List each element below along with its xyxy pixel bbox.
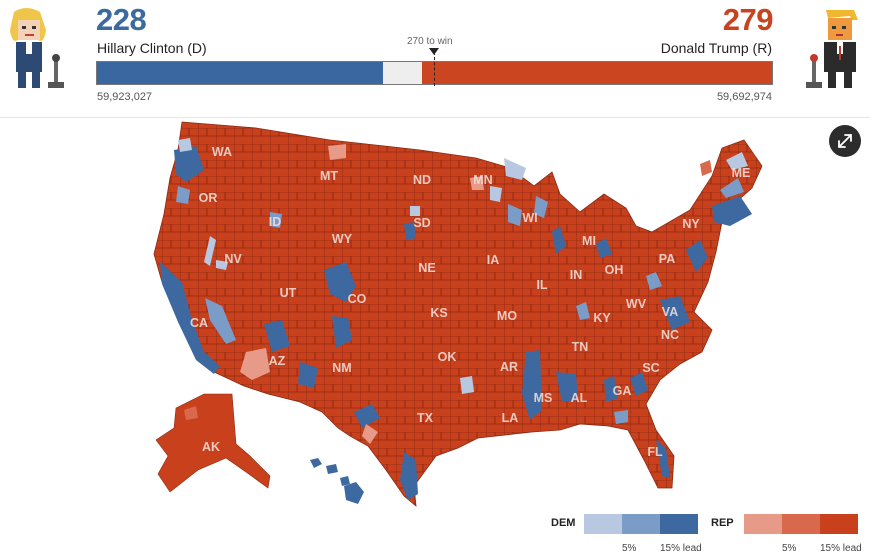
state-label-ar: AR bbox=[500, 360, 518, 374]
clinton-avatar-icon bbox=[10, 8, 64, 88]
dem-electoral-votes: 228 bbox=[96, 2, 147, 37]
rep-legend-swatch-dark bbox=[820, 514, 858, 534]
state-label-pa: PA bbox=[659, 252, 675, 266]
rep-electoral-votes: 279 bbox=[722, 2, 774, 37]
state-label-ak: AK bbox=[202, 440, 220, 454]
hawaii bbox=[310, 458, 364, 504]
state-label-la: LA bbox=[502, 411, 519, 425]
state-label-ne: NE bbox=[418, 261, 435, 275]
expand-arrows-icon bbox=[838, 134, 852, 148]
rep-legend-tick-5: 5% bbox=[782, 543, 797, 554]
state-label-wv: WV bbox=[626, 297, 647, 311]
state-label-nc: NC bbox=[661, 328, 679, 342]
threshold-label: 270 to win bbox=[407, 36, 453, 47]
dem-legend-tick-5: 5% bbox=[622, 543, 637, 554]
rep-popular-votes: 59,692,974 bbox=[716, 91, 772, 103]
state-label-wi: WI bbox=[522, 211, 537, 225]
dem-candidate-name: Hillary Clinton (D) bbox=[97, 40, 207, 56]
contiguous-us bbox=[153, 121, 763, 507]
dem-legend-swatch-light bbox=[584, 514, 622, 534]
state-label-ok: OK bbox=[438, 350, 457, 364]
state-label-mt: MT bbox=[320, 169, 338, 183]
state-label-ny: NY bbox=[682, 217, 700, 231]
state-label-me: ME bbox=[732, 166, 751, 180]
state-label-az: AZ bbox=[269, 354, 286, 368]
state-label-or: OR bbox=[199, 191, 218, 205]
state-label-nd: ND bbox=[413, 173, 431, 187]
dem-progress-fill bbox=[97, 62, 383, 84]
alaska bbox=[155, 393, 271, 493]
light-rep-counties bbox=[240, 144, 712, 444]
state-label-wy: WY bbox=[332, 232, 353, 246]
state-labels: WA OR CA NV ID MT WY UT AZ CO NM ND SD N… bbox=[190, 145, 750, 498]
state-label-hi: HI bbox=[300, 484, 313, 498]
state-label-ga: GA bbox=[613, 384, 632, 398]
state-label-ky: KY bbox=[593, 311, 611, 325]
state-label-ca: CA bbox=[190, 316, 208, 330]
dem-legend-tick-15: 15% lead bbox=[660, 543, 702, 554]
state-label-fl: FL bbox=[647, 445, 663, 459]
state-label-va: VA bbox=[662, 305, 678, 319]
state-label-oh: OH bbox=[605, 263, 624, 277]
state-label-wa: WA bbox=[212, 145, 232, 159]
state-label-nv: NV bbox=[224, 252, 242, 266]
dem-legend-title: DEM bbox=[551, 517, 576, 529]
results-header: 228 Hillary Clinton (D) 279 Donald Trump… bbox=[0, 0, 870, 118]
trump-avatar-icon bbox=[806, 10, 858, 88]
rep-legend-title: REP bbox=[711, 517, 734, 529]
state-label-ia: IA bbox=[487, 253, 500, 267]
state-label-nm: NM bbox=[332, 361, 351, 375]
state-label-mn: MN bbox=[473, 173, 492, 187]
state-label-in: IN bbox=[570, 268, 583, 282]
state-label-ut: UT bbox=[280, 286, 297, 300]
rep-candidate-name: Donald Trump (R) bbox=[660, 40, 772, 56]
state-label-id: ID bbox=[269, 215, 282, 229]
dem-popular-votes: 59,923,027 bbox=[97, 91, 153, 103]
header-divider bbox=[0, 117, 870, 118]
state-label-al: AL bbox=[571, 391, 588, 405]
state-label-mo: MO bbox=[497, 309, 517, 323]
state-label-ks: KS bbox=[430, 306, 447, 320]
rep-legend-swatch-light bbox=[744, 514, 782, 534]
county-results-map[interactable]: WA OR CA NV ID MT WY UT AZ CO NM ND SD N… bbox=[0, 118, 870, 559]
state-label-mi: MI bbox=[582, 234, 596, 248]
threshold-marker-line bbox=[434, 52, 435, 86]
state-label-tx: TX bbox=[417, 411, 434, 425]
state-label-tn: TN bbox=[572, 340, 589, 354]
dem-counties bbox=[160, 138, 752, 500]
rep-legend-tick-15: 15% lead bbox=[820, 543, 862, 554]
state-label-sc: SC bbox=[642, 361, 659, 375]
state-label-sd: SD bbox=[413, 216, 430, 230]
dem-legend-swatch-dark bbox=[660, 514, 698, 534]
threshold-marker-arrow-icon bbox=[429, 48, 439, 55]
rep-progress-fill bbox=[422, 62, 772, 84]
state-label-il: IL bbox=[536, 278, 547, 292]
rep-legend-swatch-mid bbox=[782, 514, 820, 534]
expand-map-button[interactable] bbox=[829, 125, 861, 157]
dem-legend-swatch-mid bbox=[622, 514, 660, 534]
state-label-ms: MS bbox=[534, 391, 553, 405]
state-label-co: CO bbox=[348, 292, 367, 306]
